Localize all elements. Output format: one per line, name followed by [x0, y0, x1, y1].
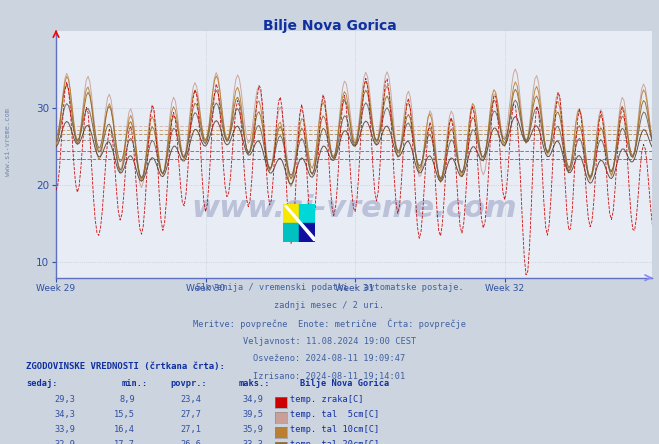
- Text: temp. tal  5cm[C]: temp. tal 5cm[C]: [290, 410, 379, 419]
- Text: zadnji mesec / 2 uri.: zadnji mesec / 2 uri.: [274, 301, 385, 310]
- Text: Bilje Nova Gorica: Bilje Nova Gorica: [300, 379, 389, 388]
- Text: ZGODOVINSKE VREDNOSTI (črtkana črta):: ZGODOVINSKE VREDNOSTI (črtkana črta):: [26, 362, 225, 371]
- Bar: [299, 204, 315, 223]
- Text: 39,5: 39,5: [243, 410, 264, 419]
- Text: povpr.:: povpr.:: [171, 379, 208, 388]
- Text: Slovenija / vremenski podatki - avtomatske postaje.: Slovenija / vremenski podatki - avtomats…: [196, 283, 463, 292]
- Text: temp. tal 10cm[C]: temp. tal 10cm[C]: [290, 425, 379, 434]
- Bar: [283, 204, 299, 223]
- Text: Meritve: povprečne  Enote: metrične  Črta: povprečje: Meritve: povprečne Enote: metrične Črta:…: [193, 319, 466, 329]
- Text: maks.:: maks.:: [239, 379, 270, 388]
- Text: Izrisano: 2024-08-11 19:14:01: Izrisano: 2024-08-11 19:14:01: [253, 372, 406, 381]
- Text: 33,9: 33,9: [55, 425, 76, 434]
- Text: min.:: min.:: [122, 379, 148, 388]
- Text: 34,3: 34,3: [55, 410, 76, 419]
- Text: 27,1: 27,1: [180, 425, 201, 434]
- Text: 23,4: 23,4: [180, 395, 201, 404]
- Text: 27,7: 27,7: [180, 410, 201, 419]
- Text: 15,5: 15,5: [114, 410, 135, 419]
- Text: 33,3: 33,3: [243, 440, 264, 444]
- Text: 16,4: 16,4: [114, 425, 135, 434]
- Polygon shape: [285, 206, 315, 241]
- Bar: [299, 223, 315, 242]
- Text: www.si-vreme.com: www.si-vreme.com: [191, 194, 517, 223]
- Text: sedaj:: sedaj:: [26, 379, 58, 388]
- Text: 32,9: 32,9: [55, 440, 76, 444]
- Text: 17,7: 17,7: [114, 440, 135, 444]
- Text: 34,9: 34,9: [243, 395, 264, 404]
- Text: 26,6: 26,6: [180, 440, 201, 444]
- Bar: [283, 223, 299, 242]
- Text: Veljavnost: 11.08.2024 19:00 CEST: Veljavnost: 11.08.2024 19:00 CEST: [243, 337, 416, 345]
- Text: Osveženo: 2024-08-11 19:09:47: Osveženo: 2024-08-11 19:09:47: [253, 354, 406, 363]
- Text: 8,9: 8,9: [119, 395, 135, 404]
- Text: www.si-vreme.com: www.si-vreme.com: [5, 108, 11, 176]
- Text: 29,3: 29,3: [55, 395, 76, 404]
- Text: 35,9: 35,9: [243, 425, 264, 434]
- Text: temp. tal 20cm[C]: temp. tal 20cm[C]: [290, 440, 379, 444]
- Text: Bilje Nova Gorica: Bilje Nova Gorica: [263, 19, 396, 33]
- Text: temp. zraka[C]: temp. zraka[C]: [290, 395, 364, 404]
